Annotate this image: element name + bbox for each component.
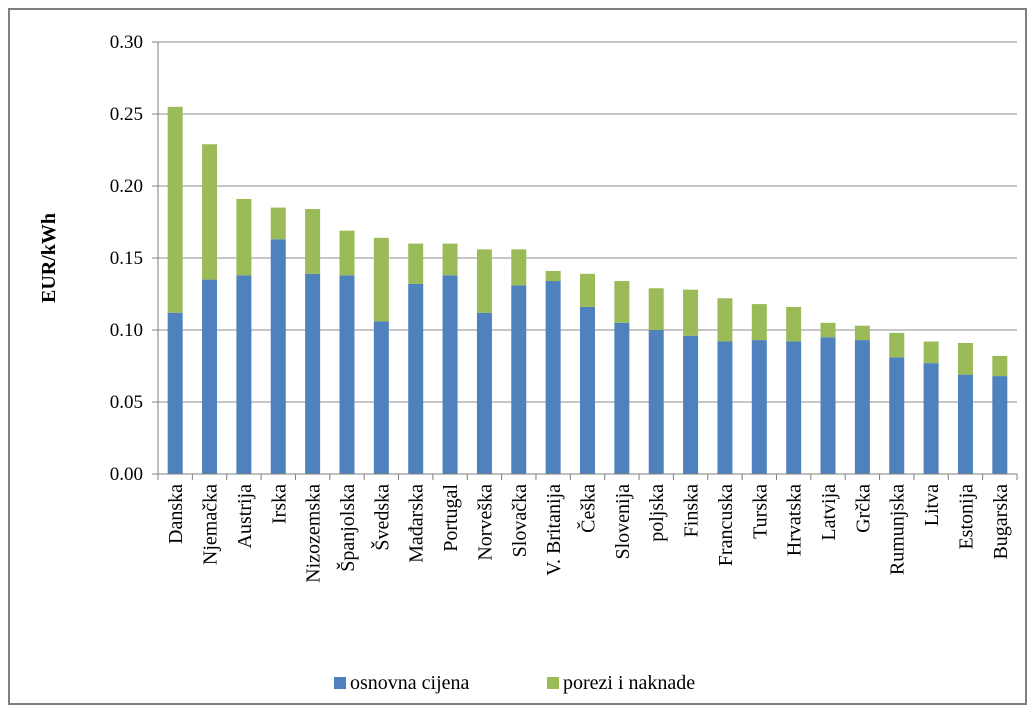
legend: osnovna cijena porezi i naknade: [334, 672, 695, 694]
bar-osnovna-cijena: [339, 275, 355, 474]
bar-osnovna-cijena: [957, 374, 973, 474]
legend-swatch: [547, 677, 559, 689]
x-category-label: Irska: [268, 484, 290, 524]
bar-porezi-i-naknade: [373, 237, 389, 322]
x-category-label: Finska: [681, 484, 703, 537]
x-category-label: Danska: [165, 484, 187, 544]
bar-osnovna-cijena: [580, 306, 595, 474]
legend-label: osnovna cijena: [350, 672, 470, 694]
bar-osnovna-cijena: [167, 312, 183, 474]
bar-porezi-i-naknade: [751, 304, 767, 341]
bar-osnovna-cijena: [442, 275, 458, 474]
bar-osnovna-cijena: [820, 337, 836, 474]
y-axis-label: EUR/kWh: [38, 213, 60, 303]
bar-porezi-i-naknade: [717, 298, 733, 342]
bar-osnovna-cijena: [236, 275, 252, 474]
bar-porezi-i-naknade: [202, 144, 218, 280]
bar-porezi-i-naknade: [408, 243, 424, 284]
x-category-label: Njemačka: [200, 484, 222, 565]
bar-porezi-i-naknade: [339, 230, 355, 276]
bar-porezi-i-naknade: [889, 332, 905, 358]
bar-osnovna-cijena: [683, 335, 699, 474]
bar-porezi-i-naknade: [957, 342, 973, 375]
axes: [157, 42, 1018, 480]
x-category-label: Austrija: [234, 484, 256, 549]
x-category-label: Mađarska: [406, 484, 428, 563]
x-category-label: Latvija: [818, 484, 840, 541]
bar-osnovna-cijena: [854, 340, 870, 474]
grid-lines: [152, 41, 1017, 475]
x-category-label: Švedska: [369, 484, 393, 551]
x-category-label: Grčka: [852, 484, 874, 533]
y-tick-label: 0.25: [110, 104, 143, 125]
x-category-label: Portugal: [440, 484, 462, 552]
bar-porezi-i-naknade: [683, 289, 699, 336]
x-category-label: Estonija: [955, 484, 977, 550]
x-category-label: Španjolska: [335, 484, 359, 572]
x-category-label: Turska: [749, 484, 771, 539]
bar-porezi-i-naknade: [545, 270, 561, 282]
bar-porezi-i-naknade: [786, 306, 802, 342]
y-tick-label: 0.00: [110, 464, 143, 485]
bar-osnovna-cijena: [992, 376, 1008, 474]
bar-porezi-i-naknade: [648, 288, 664, 330]
legend-swatch: [334, 677, 346, 689]
y-tick-label: 0.10: [110, 320, 143, 341]
legend-label: porezi i naknade: [563, 672, 695, 694]
y-tick-labels: 0.00 0.05 0.10 0.15 0.20 0.25 0.30: [110, 32, 143, 485]
bar-porezi-i-naknade: [167, 106, 183, 313]
bar-osnovna-cijena: [614, 322, 630, 474]
x-category-label: Češka: [576, 484, 600, 533]
x-category-label: V. Britanija: [543, 484, 565, 576]
x-category-labels: Danska Njemačka Austrija Irska Nizozemska Špa…: [165, 484, 1012, 583]
x-category-label: Francuska: [715, 484, 737, 566]
bar-osnovna-cijena: [202, 279, 218, 474]
y-tick-label: 0.15: [110, 248, 143, 269]
bar-porezi-i-naknade: [992, 355, 1008, 377]
y-tick-label: 0.20: [110, 176, 143, 197]
bar-osnovna-cijena: [373, 321, 389, 474]
bar-osnovna-cijena: [717, 341, 733, 474]
bar-osnovna-cijena: [751, 340, 767, 474]
x-category-label: Norveška: [474, 484, 496, 561]
bar-porezi-i-naknade: [236, 198, 252, 276]
bar-osnovna-cijena: [511, 285, 527, 474]
bars: [167, 106, 1008, 474]
y-tick-label: 0.05: [110, 392, 143, 413]
bar-porezi-i-naknade: [511, 249, 527, 286]
bar-porezi-i-naknade: [820, 322, 836, 338]
bar-porezi-i-naknade: [854, 325, 870, 341]
bar-porezi-i-naknade: [305, 209, 321, 274]
bar-osnovna-cijena: [476, 312, 492, 474]
bar-osnovna-cijena: [923, 363, 939, 474]
bar-porezi-i-naknade: [923, 341, 939, 364]
bar-porezi-i-naknade: [442, 243, 458, 276]
bar-osnovna-cijena: [889, 357, 905, 474]
bar-porezi-i-naknade: [270, 207, 286, 240]
bar-osnovna-cijena: [545, 281, 561, 474]
bar-porezi-i-naknade: [614, 281, 630, 323]
bar-porezi-i-naknade: [580, 273, 595, 307]
x-category-label: Bugarska: [990, 484, 1012, 560]
x-category-label: Hrvatska: [784, 484, 806, 556]
x-category-label: Rumunjska: [887, 484, 909, 575]
bar-osnovna-cijena: [786, 341, 802, 474]
bar-osnovna-cijena: [270, 239, 286, 474]
x-category-label: Slovenija: [612, 484, 634, 560]
bar-porezi-i-naknade: [476, 249, 492, 313]
x-category-label: poljska: [646, 484, 668, 542]
x-category-label: Litva: [921, 484, 943, 526]
bar-osnovna-cijena: [408, 283, 424, 474]
bar-osnovna-cijena: [305, 273, 321, 474]
bar-osnovna-cijena: [648, 330, 664, 474]
x-category-label: Nizozemska: [303, 484, 325, 583]
x-category-label: Slovačka: [509, 484, 531, 557]
y-tick-label: 0.30: [110, 32, 143, 53]
